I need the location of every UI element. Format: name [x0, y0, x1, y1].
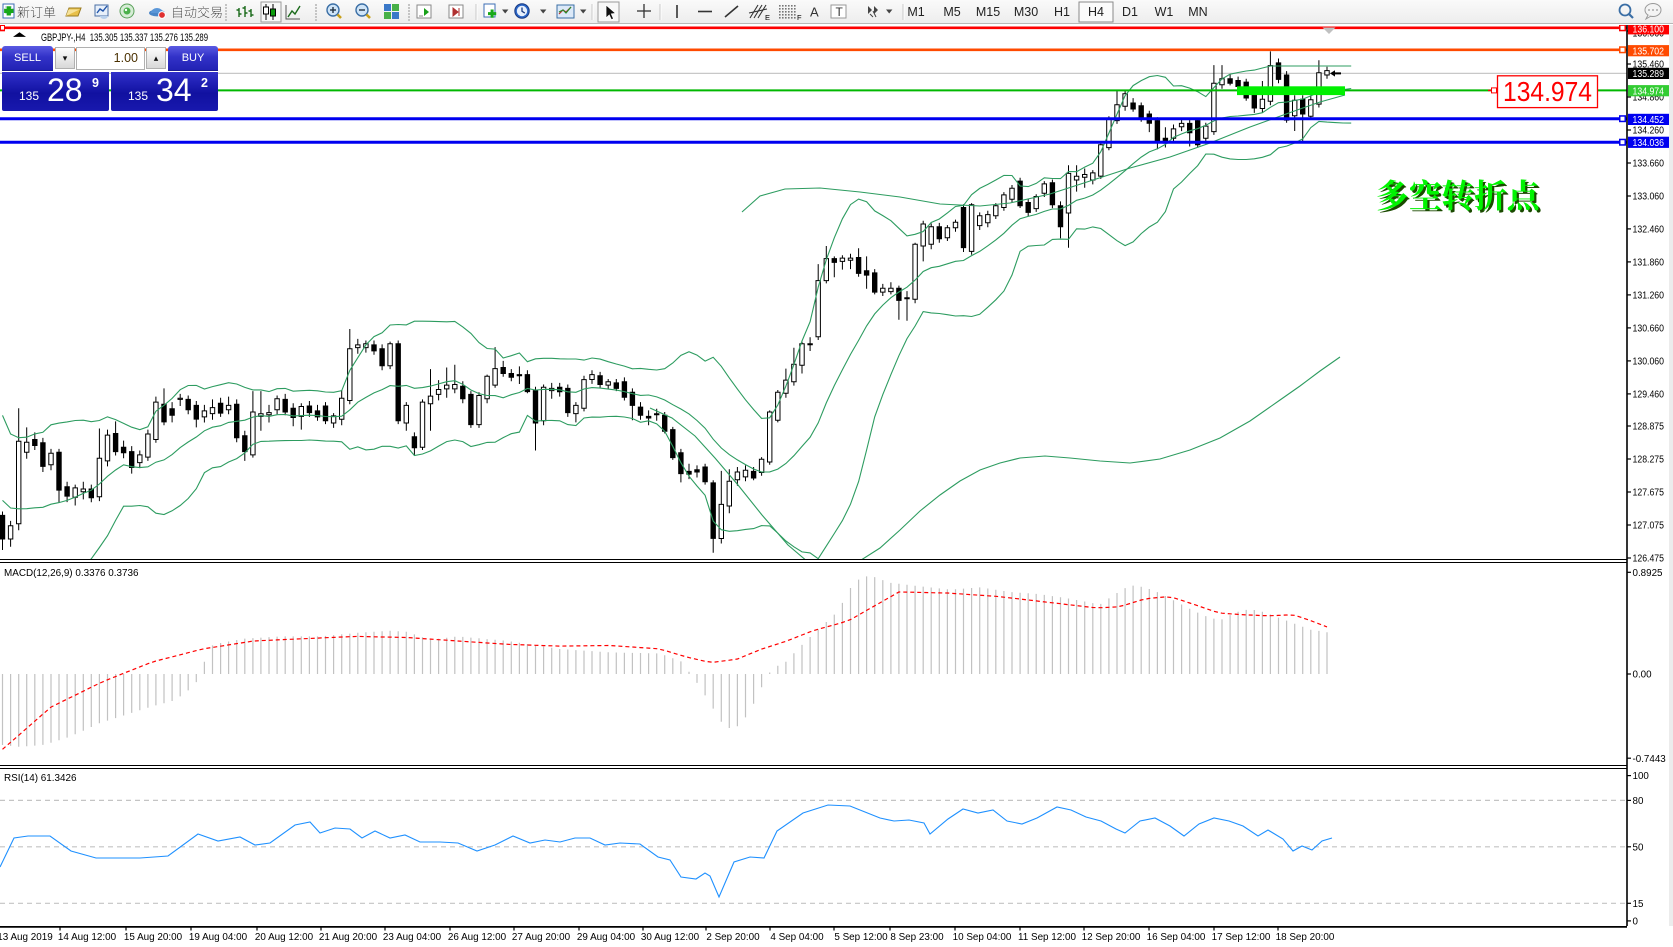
svg-text:10 Sep 04:00: 10 Sep 04:00	[953, 932, 1012, 943]
svg-text:134.036: 134.036	[1633, 138, 1665, 149]
svg-text:M1: M1	[907, 5, 924, 19]
svg-text:129.460: 129.460	[1633, 390, 1665, 401]
svg-text:GBPJPY-,H4 135.305 135.337 13: GBPJPY-,H4 135.305 135.337 135.276 135.2…	[41, 32, 208, 44]
svg-text:23 Aug 04:00: 23 Aug 04:00	[383, 932, 442, 943]
svg-text:135.289: 135.289	[1633, 69, 1665, 80]
svg-text:F: F	[797, 13, 802, 22]
svg-text:15: 15	[1633, 899, 1644, 910]
svg-text:0.8925: 0.8925	[1633, 568, 1664, 579]
svg-text:8 Sep 23:00: 8 Sep 23:00	[890, 932, 944, 943]
svg-text:134.260: 134.260	[1633, 126, 1665, 137]
svg-text:17 Sep 12:00: 17 Sep 12:00	[1212, 932, 1271, 943]
svg-text:130.060: 130.060	[1633, 357, 1665, 368]
svg-text:19 Aug 04:00: 19 Aug 04:00	[189, 932, 248, 943]
svg-text:128.875: 128.875	[1633, 422, 1665, 433]
svg-text:20 Aug 12:00: 20 Aug 12:00	[255, 932, 314, 943]
svg-text:0: 0	[1633, 917, 1639, 928]
svg-text:29 Aug 04:00: 29 Aug 04:00	[577, 932, 636, 943]
svg-text:13 Aug 2019: 13 Aug 2019	[0, 932, 53, 943]
svg-text:14 Aug 12:00: 14 Aug 12:00	[58, 932, 117, 943]
svg-text:M15: M15	[976, 5, 1000, 19]
svg-text:W1: W1	[1155, 5, 1174, 19]
svg-text:134.452: 134.452	[1633, 115, 1665, 126]
svg-text:135.702: 135.702	[1633, 46, 1665, 57]
svg-text:M30: M30	[1014, 5, 1038, 19]
svg-text:0.00: 0.00	[1633, 670, 1653, 681]
svg-text:26 Aug 12:00: 26 Aug 12:00	[448, 932, 507, 943]
svg-text:A: A	[810, 5, 819, 20]
svg-text:-0.7443: -0.7443	[1633, 754, 1667, 765]
svg-text:T: T	[836, 5, 844, 19]
svg-text:16 Sep 04:00: 16 Sep 04:00	[1147, 932, 1206, 943]
svg-text:128.275: 128.275	[1633, 455, 1665, 466]
svg-text:127.075: 127.075	[1633, 521, 1665, 532]
svg-text:130.660: 130.660	[1633, 324, 1665, 335]
svg-text:5 Sep 12:00: 5 Sep 12:00	[834, 932, 888, 943]
svg-text:133.060: 133.060	[1633, 192, 1665, 203]
svg-text:131.260: 131.260	[1633, 291, 1665, 302]
svg-text:30 Aug 12:00: 30 Aug 12:00	[641, 932, 700, 943]
svg-text:4 Sep 04:00: 4 Sep 04:00	[770, 932, 824, 943]
svg-text:15 Aug 20:00: 15 Aug 20:00	[124, 932, 183, 943]
svg-text:MACD(12,26,9) 0.3376 0.3736: MACD(12,26,9) 0.3376 0.3736	[4, 568, 139, 579]
svg-text:21 Aug 20:00: 21 Aug 20:00	[319, 932, 378, 943]
svg-text:132.460: 132.460	[1633, 225, 1665, 236]
svg-text:H1: H1	[1054, 5, 1070, 19]
svg-text:M5: M5	[943, 5, 960, 19]
svg-text:2 Sep 20:00: 2 Sep 20:00	[706, 932, 760, 943]
svg-text:H4: H4	[1088, 5, 1104, 19]
svg-text:134.974: 134.974	[1503, 76, 1592, 107]
svg-text:134.860: 134.860	[1633, 93, 1665, 104]
svg-text:126.475: 126.475	[1633, 554, 1665, 565]
svg-text:100: 100	[1633, 771, 1650, 782]
svg-text:50: 50	[1633, 842, 1644, 853]
svg-text:80: 80	[1633, 796, 1644, 807]
svg-text:131.860: 131.860	[1633, 258, 1665, 269]
svg-text:18 Sep 20:00: 18 Sep 20:00	[1276, 932, 1335, 943]
svg-text:134.974: 134.974	[1633, 86, 1665, 97]
svg-text:133.660: 133.660	[1633, 159, 1665, 170]
svg-text:D1: D1	[1122, 5, 1138, 19]
svg-text:11 Sep 12:00: 11 Sep 12:00	[1018, 932, 1077, 943]
svg-text:RSI(14) 61.3426: RSI(14) 61.3426	[4, 773, 77, 784]
svg-text:135.460: 135.460	[1633, 60, 1665, 71]
svg-text:27 Aug 20:00: 27 Aug 20:00	[512, 932, 571, 943]
svg-text:136.100: 136.100	[1633, 25, 1665, 35]
svg-text:E: E	[765, 13, 770, 22]
svg-text:MN: MN	[1188, 5, 1207, 19]
svg-text:127.675: 127.675	[1633, 488, 1665, 499]
svg-text:12 Sep 20:00: 12 Sep 20:00	[1082, 932, 1141, 943]
